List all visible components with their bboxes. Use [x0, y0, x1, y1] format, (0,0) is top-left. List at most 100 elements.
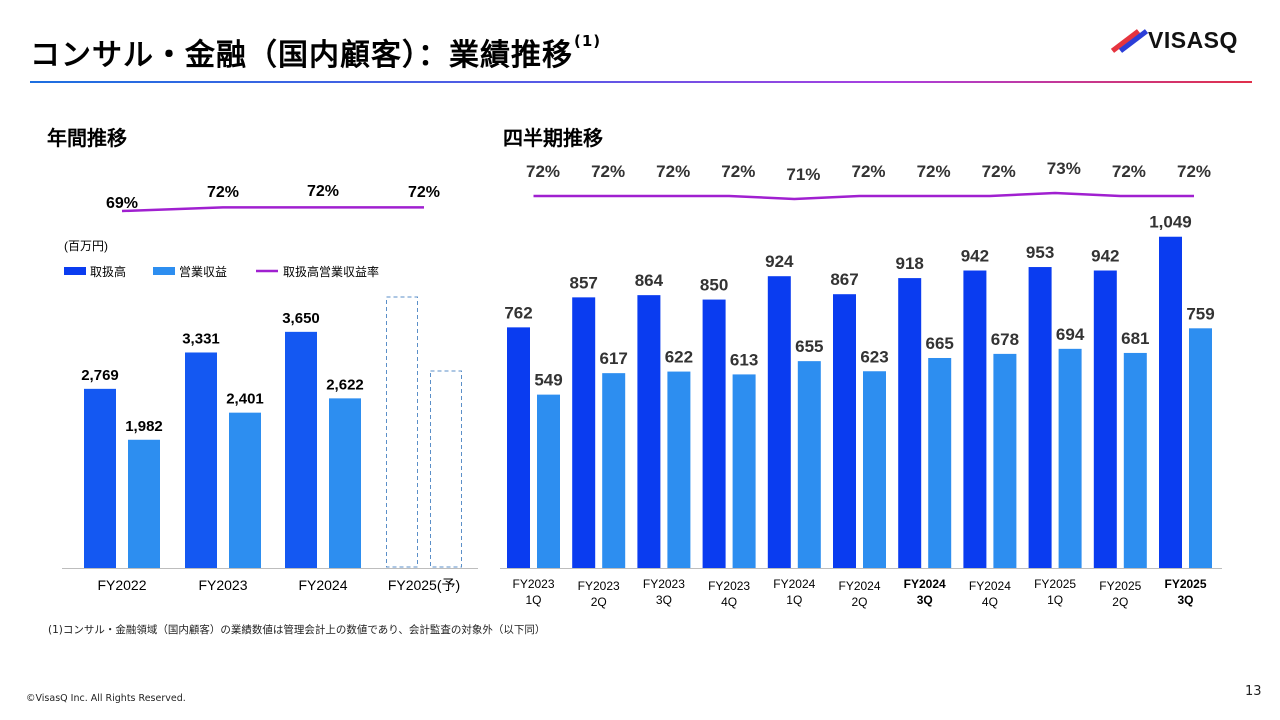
annual-bar-revenue	[128, 439, 160, 568]
quarterly-ratio-line	[533, 191, 1194, 201]
quarterly-ratio-label: 73%	[1047, 159, 1081, 178]
quarterly-bar-transaction	[637, 295, 661, 568]
quarterly-label-revenue: 665	[926, 334, 954, 353]
quarterly-label-revenue: 655	[795, 337, 823, 356]
quarterly-label-revenue: 759	[1186, 304, 1214, 323]
annual-x-tick: FY2025(予)	[388, 577, 460, 593]
quarterly-bar-revenue	[1058, 348, 1082, 568]
quarterly-x-tick-year: FY2023	[643, 577, 685, 591]
annual-ratio-label: 72%	[207, 184, 239, 201]
quarterly-bar-transaction	[898, 278, 922, 568]
legend-swatch-revenue	[153, 267, 175, 275]
annual-x-tick: FY2024	[298, 577, 347, 593]
title-divider	[30, 81, 1252, 83]
quarterly-bar-revenue	[732, 374, 756, 568]
quarterly-bar-transaction	[702, 299, 726, 568]
quarterly-x-tick-quarter: 1Q	[786, 593, 802, 607]
quarterly-bar-transaction	[1093, 270, 1117, 568]
quarterly-label-revenue: 681	[1121, 329, 1149, 348]
quarterly-x-tick-year: FY2023	[708, 579, 750, 593]
quarterly-section-title: 四半期推移	[503, 126, 603, 150]
quarterly-x-tick-year: FY2025	[1034, 577, 1076, 591]
quarterly-x-tick-year: FY2024	[773, 577, 815, 591]
quarterly-bar-revenue	[602, 373, 626, 568]
annual-ratio-line	[121, 206, 424, 213]
annual-label-revenue: 2,401	[226, 391, 264, 408]
quarterly-bar-transaction	[767, 276, 791, 568]
quarterly-x-tick-year: FY2025	[1164, 577, 1206, 591]
quarterly-label-revenue: 617	[600, 349, 628, 368]
quarterly-x-tick-year: FY2023	[512, 577, 554, 591]
annual-bar-transaction	[185, 352, 217, 568]
annual-bar-transaction	[84, 388, 116, 568]
annual-ratio-label: 72%	[307, 183, 339, 200]
quarterly-x-tick-quarter: 2Q	[851, 595, 867, 609]
quarterly-ratio-label: 72%	[526, 162, 560, 181]
quarterly-x-tick-quarter: 3Q	[656, 593, 672, 607]
quarterly-x-tick-quarter: 3Q	[917, 593, 933, 607]
quarterly-x-tick-quarter: 3Q	[1177, 593, 1193, 607]
quarterly-bar-revenue	[667, 371, 691, 568]
quarterly-bar-revenue	[1123, 352, 1147, 568]
quarterly-bar-transaction	[1028, 267, 1052, 568]
annual-x-tick: FY2022	[97, 577, 146, 593]
quarterly-label-revenue: 694	[1056, 325, 1085, 344]
quarterly-label-transaction: 850	[700, 276, 728, 295]
quarterly-ratio-label: 72%	[721, 162, 755, 181]
quarterly-bar-revenue	[863, 371, 886, 568]
annual-label-transaction: 3,331	[182, 330, 220, 347]
annual-ratio-label: 69%	[106, 195, 138, 212]
annual-x-tick: FY2023	[198, 577, 247, 593]
annual-forecast-revenue	[430, 370, 462, 568]
quarterly-x-tick-quarter: 1Q	[1047, 593, 1063, 607]
quarterly-bar-revenue	[537, 394, 560, 568]
legend-label-revenue: 営業収益	[179, 265, 227, 279]
footnote: (1)コンサル・金融領域（国内顧客）の業績数値は管理会計上の数値であり、会計監査…	[48, 624, 546, 636]
quarterly-bar-transaction	[507, 327, 530, 568]
title-footnote-marker: (1)	[574, 32, 602, 50]
quarterly-x-tick-year: FY2024	[838, 579, 880, 593]
quarterly-label-revenue: 678	[991, 330, 1019, 349]
quarterly-label-revenue: 549	[534, 371, 562, 390]
quarterly-x-tick-quarter: 4Q	[982, 595, 998, 609]
quarterly-label-transaction: 953	[1026, 243, 1054, 262]
legend-label-transaction: 取扱高	[90, 264, 126, 279]
annual-label-revenue: 2,622	[326, 376, 364, 393]
quarterly-ratio-label: 72%	[851, 162, 885, 181]
quarterly-ratio-label: 72%	[591, 162, 625, 181]
quarterly-x-tick-year: FY2025	[1099, 579, 1141, 593]
quarterly-x-tick-year: FY2024	[969, 579, 1011, 593]
logo-text: VISASQ	[1148, 27, 1238, 53]
annual-bar-revenue	[229, 412, 261, 568]
page-number: 13	[1245, 684, 1262, 699]
quarterly-ratio-label: 72%	[1112, 162, 1146, 181]
quarterly-label-transaction: 1,049	[1149, 213, 1192, 232]
legend-swatch-transaction	[64, 267, 86, 275]
quarterly-bar-revenue	[993, 353, 1017, 568]
quarterly-bar-transaction	[572, 297, 596, 568]
copyright: ©VisasQ Inc. All Rights Reserved.	[26, 693, 186, 704]
quarterly-label-transaction: 918	[896, 254, 924, 273]
legend-label-ratio: 取扱高営業収益率	[283, 264, 379, 279]
quarterly-label-revenue: 622	[665, 348, 693, 367]
quarterly-ratio-label: 71%	[786, 165, 820, 184]
quarterly-label-revenue: 613	[730, 350, 758, 369]
page-title: コンサル・金融（国内顧客）：業績推移(1)	[30, 32, 602, 73]
annual-label-transaction: 2,769	[81, 367, 119, 384]
quarterly-x-tick-year: FY2023	[578, 579, 620, 593]
quarterly-label-transaction: 864	[635, 271, 664, 290]
quarterly-x-tick-quarter: 4Q	[721, 595, 737, 609]
annual-ratio-label: 72%	[408, 184, 440, 201]
quarterly-label-transaction: 762	[504, 303, 532, 322]
quarterly-label-transaction: 924	[765, 252, 794, 271]
quarterly-label-transaction: 942	[961, 247, 989, 266]
annual-label-revenue: 1,982	[125, 418, 163, 435]
annual-section-title: 年間推移	[47, 126, 127, 150]
quarterly-bar-revenue	[797, 361, 821, 568]
quarterly-label-revenue: 623	[860, 347, 888, 366]
quarterly-bar-transaction	[963, 270, 987, 568]
quarterly-x-tick-quarter: 2Q	[1112, 595, 1128, 609]
annual-label-transaction: 3,650	[282, 310, 320, 327]
